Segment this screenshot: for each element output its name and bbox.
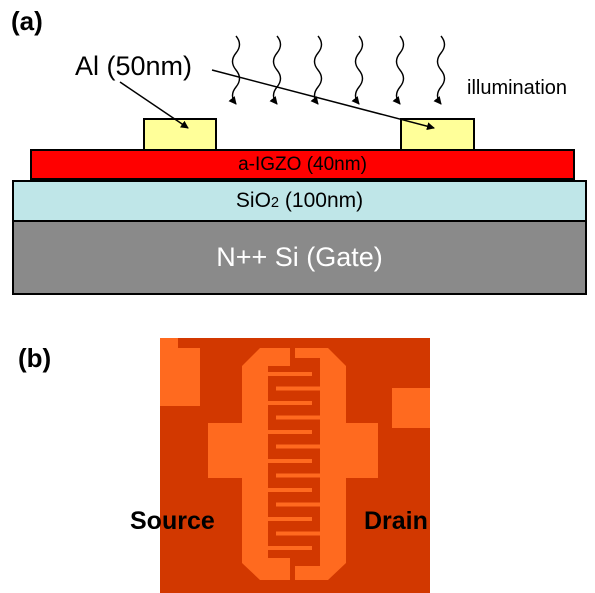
source-label: Source [130, 507, 215, 535]
illumination-arrow-4 [351, 35, 364, 105]
illumination-label: illumination [467, 77, 568, 99]
illumination-arrow-5 [392, 35, 405, 105]
electrode-finger-5 [268, 430, 312, 434]
electrode-finger-6 [276, 444, 320, 449]
drain-label: Drain [364, 507, 428, 535]
electrode-finger-9 [268, 488, 312, 492]
source-electrode [208, 348, 290, 580]
oxide-label: SiO2 (100nm) [235, 189, 364, 212]
channel-layer: a-IGZO (40nm) [30, 149, 575, 180]
electrode-finger-2 [276, 386, 320, 391]
illumination-arrow-3 [310, 35, 323, 105]
electrode-finger-10 [276, 502, 320, 507]
al-pointer-drain [211, 69, 435, 131]
electrode-finger-4 [276, 415, 320, 420]
right-pad [392, 388, 430, 428]
electrode-finger-11 [268, 517, 312, 521]
gate-label: N++ Si (Gate) [216, 242, 383, 272]
electrode-finger-7 [268, 459, 312, 463]
electrode-finger-1 [268, 372, 312, 376]
electrode-finger-8 [276, 473, 320, 478]
gate-layer: N++ Si (Gate) [12, 220, 587, 295]
oxide-layer: SiO2 (100nm) [12, 180, 587, 222]
device-photo [160, 338, 430, 593]
panel-b-label: (b) [18, 343, 52, 373]
illumination-arrow-2 [269, 35, 282, 105]
electrode-finger-12 [276, 531, 320, 536]
photo-background [160, 338, 430, 593]
panel-a-label: (a) [11, 6, 43, 36]
electrode-finger-3 [268, 401, 312, 405]
illumination-arrow-6 [433, 35, 446, 105]
electrode-finger-13 [268, 546, 312, 550]
al-label: Al (50nm) [75, 51, 193, 81]
arrows-overlay [119, 35, 446, 131]
drain-electrode [295, 348, 378, 580]
channel-label: a-IGZO (40nm) [238, 153, 367, 175]
left-pad [160, 348, 200, 406]
illumination-arrow-1 [228, 35, 241, 105]
left-pad-top [160, 338, 178, 348]
al-pointer-source [119, 81, 189, 129]
drain-contact [400, 118, 475, 151]
